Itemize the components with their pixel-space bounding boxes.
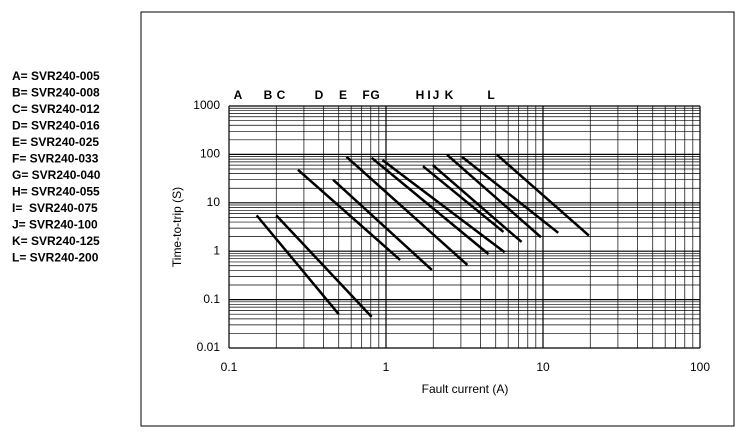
legend-entry: F= SVR240-033 bbox=[12, 152, 99, 166]
curve bbox=[255, 214, 340, 315]
y-tick-label: 0.01 bbox=[197, 340, 221, 354]
curve bbox=[432, 164, 523, 243]
series-label: K bbox=[445, 88, 454, 102]
legend-entry: L= SVR240-200 bbox=[12, 251, 99, 265]
series-label: C bbox=[277, 88, 286, 102]
chart-frame bbox=[140, 11, 735, 427]
curve bbox=[422, 165, 505, 233]
series-label: A bbox=[234, 88, 243, 102]
series-label: J bbox=[433, 88, 440, 102]
legend-entry: D= SVR240-016 bbox=[12, 119, 100, 133]
curve bbox=[370, 156, 490, 256]
y-tick-label: 0.1 bbox=[203, 292, 220, 306]
legend-entry: H= SVR240-055 bbox=[12, 185, 100, 199]
y-tick-label: 1000 bbox=[193, 98, 220, 112]
curve bbox=[446, 153, 542, 239]
x-axis-title: Fault current (A) bbox=[422, 382, 509, 396]
series-label: B bbox=[264, 88, 273, 102]
y-tick-label: 10 bbox=[207, 195, 221, 209]
legend-entry: I= SVR240-075 bbox=[12, 201, 98, 215]
x-tick-label: 10 bbox=[536, 360, 550, 374]
series-label: D bbox=[315, 88, 324, 102]
curve bbox=[345, 155, 469, 266]
series-label: H bbox=[416, 88, 425, 102]
legend-entry: G= SVR240-040 bbox=[12, 168, 101, 182]
series-label: F bbox=[362, 88, 369, 102]
x-tick-label: 100 bbox=[690, 360, 710, 374]
curve bbox=[496, 153, 590, 237]
curve bbox=[297, 168, 401, 261]
x-tick-label: 1 bbox=[383, 360, 390, 374]
legend-entry: K= SVR240-125 bbox=[12, 234, 100, 248]
curve bbox=[332, 178, 433, 271]
legend-entry: J= SVR240-100 bbox=[12, 218, 98, 232]
x-tick-label: 0.1 bbox=[221, 360, 238, 374]
y-tick-label: 1 bbox=[213, 243, 220, 257]
legend-entry: B= SVR240-008 bbox=[12, 86, 100, 100]
curve bbox=[461, 155, 559, 234]
series-label: G bbox=[370, 88, 379, 102]
series-label: L bbox=[487, 88, 494, 102]
legend-entry: A= SVR240-005 bbox=[12, 69, 100, 83]
y-axis-title: Time-to-trip (S) bbox=[170, 187, 184, 267]
legend-entry: E= SVR240-025 bbox=[12, 135, 99, 149]
legend-entry: C= SVR240-012 bbox=[12, 102, 100, 116]
series-label: E bbox=[339, 88, 347, 102]
curve bbox=[381, 159, 506, 254]
y-tick-label: 100 bbox=[200, 147, 220, 161]
series-label: I bbox=[427, 88, 430, 102]
curve bbox=[275, 214, 373, 318]
